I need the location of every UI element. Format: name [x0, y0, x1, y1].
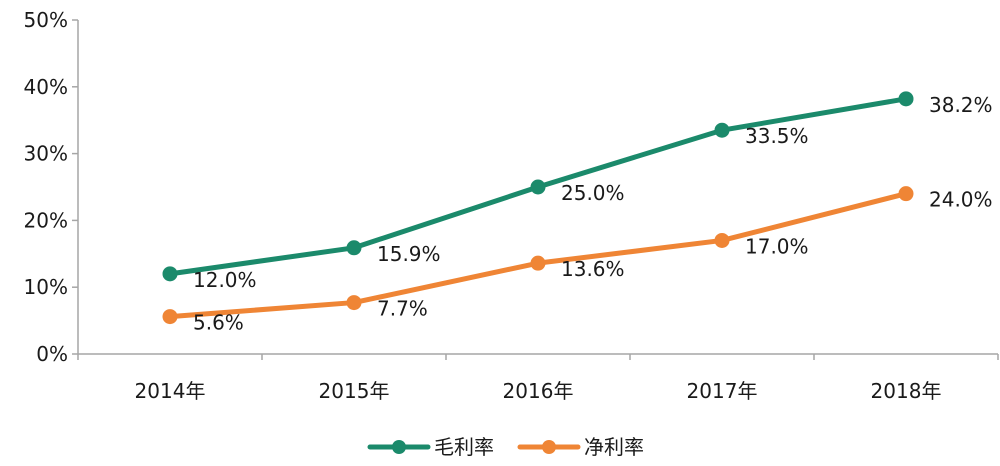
y-tick-label: 50%	[24, 8, 68, 32]
data-point	[898, 91, 914, 107]
y-tick-label: 40%	[24, 75, 68, 99]
data-label: 15.9%	[377, 242, 441, 266]
legend-marker	[542, 440, 556, 454]
x-tick-label: 2017年	[687, 379, 758, 403]
y-tick-label: 20%	[24, 208, 68, 232]
x-tick-label: 2016年	[503, 379, 574, 403]
x-tick-label: 2014年	[135, 379, 206, 403]
data-label: 5.6%	[193, 311, 244, 335]
data-point	[346, 240, 362, 256]
data-point	[714, 232, 730, 248]
legend-label: 净利率	[584, 435, 644, 459]
data-point	[162, 309, 178, 325]
data-label: 33.5%	[745, 124, 809, 148]
y-tick-label: 10%	[24, 275, 68, 299]
data-label: 38.2%	[929, 93, 993, 117]
data-point	[346, 295, 362, 311]
data-point	[530, 179, 546, 195]
data-label: 13.6%	[561, 257, 625, 281]
data-label: 7.7%	[377, 297, 428, 321]
data-point	[530, 255, 546, 271]
legend-label: 毛利率	[434, 435, 494, 459]
x-tick-label: 2018年	[871, 379, 942, 403]
data-label: 24.0%	[929, 188, 993, 212]
data-point	[898, 186, 914, 202]
data-point	[162, 266, 178, 282]
y-tick-label: 30%	[24, 142, 68, 166]
data-label: 12.0%	[193, 268, 257, 292]
data-label: 17.0%	[745, 234, 809, 258]
data-label: 25.0%	[561, 181, 625, 205]
data-point	[714, 122, 730, 138]
y-tick-label: 0%	[36, 342, 68, 366]
x-tick-label: 2015年	[319, 379, 390, 403]
legend-marker	[392, 440, 406, 454]
